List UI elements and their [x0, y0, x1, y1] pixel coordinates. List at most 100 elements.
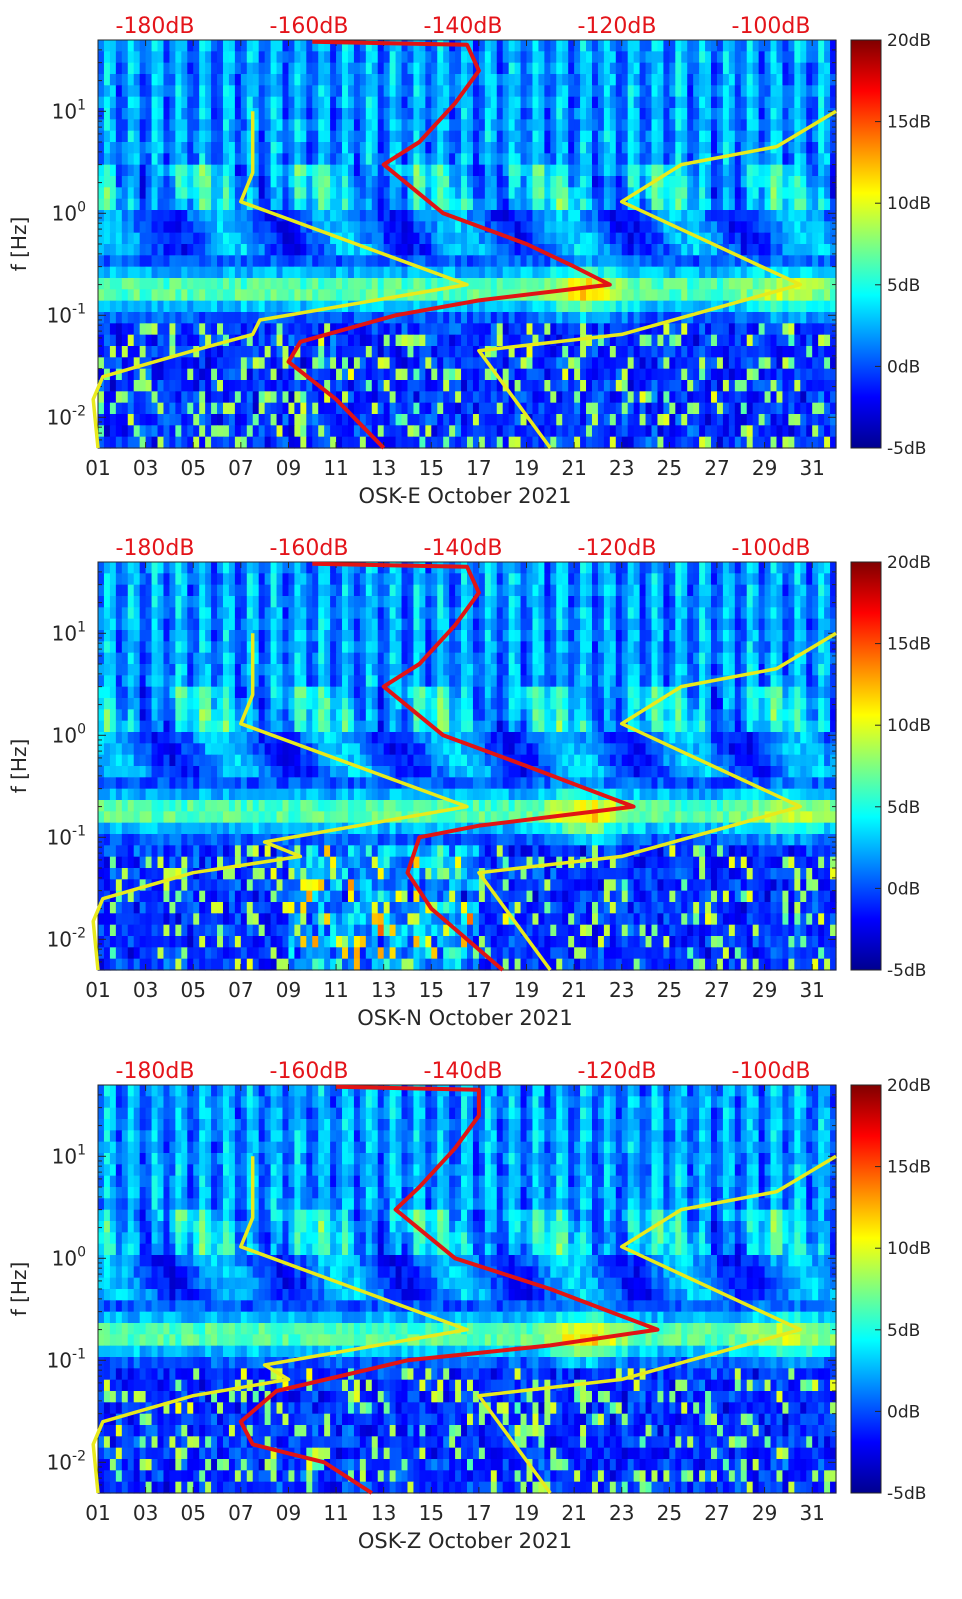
x-tick-label: 09: [276, 456, 301, 480]
x-tick-label: 05: [180, 456, 205, 480]
x-axis-label: OSK-N October 2021: [357, 1006, 573, 1030]
spectrogram-image: [98, 562, 837, 971]
colorbar-tick-label: 5dB: [887, 1321, 920, 1341]
x-axis-label: OSK-E October 2021: [358, 484, 571, 508]
y-tick-label: 101: [52, 1142, 86, 1168]
x-tick-label: 21: [561, 978, 586, 1002]
colorbar-tick-label: 10dB: [887, 716, 931, 736]
colorbar-tick-label: -5dB: [887, 439, 926, 459]
x-tick-label: 15: [419, 978, 444, 1002]
spectrogram-image: [98, 1085, 837, 1494]
x-tick-label: 11: [323, 456, 348, 480]
spectrogram-image: [98, 40, 837, 449]
colorbar-tick-label: -5dB: [887, 961, 926, 981]
x-tick-label: 29: [752, 978, 777, 1002]
panel-osk-z: 01 03 05 07 09 11 13 15 17 19 21 23 25 27 29 31 10-2 10-1…: [7, 1059, 931, 1553]
colorbar-tick-label: 0dB: [887, 879, 920, 899]
colorbar-tick-label: 0dB: [887, 1402, 920, 1422]
y-tick-label: 100: [52, 199, 86, 225]
x-tick-label: 19: [514, 456, 539, 480]
x-tick-label: 05: [180, 978, 205, 1002]
x-tick-label: 17: [466, 1501, 491, 1525]
x-tick-label: 03: [133, 1501, 158, 1525]
colorbar: -5dB 0dB 5dB 10dB 15dB 20dB: [850, 1076, 931, 1504]
x-tick-label: 03: [133, 978, 158, 1002]
x-tick-label: 15: [419, 456, 444, 480]
x-axis-label: OSK-Z October 2021: [358, 1529, 572, 1553]
y-tick-label: 10-1: [47, 1346, 86, 1372]
x-tick-label: 27: [704, 978, 729, 1002]
top-db-tick-label: -160dB: [270, 14, 349, 39]
colorbar-tick-label: 20dB: [887, 31, 931, 51]
x-tick-label: 09: [276, 978, 301, 1002]
top-db-tick-label: -180dB: [116, 536, 195, 561]
colorbar-tick-label: 20dB: [887, 553, 931, 573]
x-tick-label: 21: [561, 1501, 586, 1525]
top-db-tick-label: -120dB: [578, 14, 657, 39]
x-tick-label: 25: [657, 978, 682, 1002]
series-noise-model-high: [477, 1154, 837, 1495]
x-tick-label: 27: [704, 1501, 729, 1525]
colorbar: -5dB 0dB 5dB 10dB 15dB 20dB: [850, 31, 931, 459]
x-tick-label: 29: [752, 456, 777, 480]
colorbar: -5dB 0dB 5dB 10dB 15dB 20dB: [850, 553, 931, 981]
x-tick-label: 13: [371, 978, 396, 1002]
top-db-tick-label: -140dB: [424, 1059, 503, 1084]
x-tick-label: 11: [323, 978, 348, 1002]
y-tick-label: 101: [52, 97, 86, 123]
top-db-tick-label: -160dB: [270, 536, 349, 561]
x-tick-label: 03: [133, 456, 158, 480]
series-noise-model-low: [91, 1156, 469, 1494]
x-tick-label: 01: [85, 978, 110, 1002]
y-tick-label: 10-2: [47, 1448, 86, 1474]
colorbar-tick-label: 15dB: [887, 1158, 931, 1178]
colorbar-tick-label: 5dB: [887, 276, 920, 296]
top-db-tick-label: -160dB: [270, 1059, 349, 1084]
x-tick-label: 31: [799, 1501, 824, 1525]
colorbar-tick-label: 5dB: [887, 798, 920, 818]
series-noise-model-high: [477, 109, 837, 450]
colorbar-tick-label: 10dB: [887, 194, 931, 214]
panel-osk-n: 01 03 05 07 09 11 13 15 17 19 21 23 25 27 29 31 10-2 10-1…: [7, 536, 931, 1030]
top-db-tick-label: -100dB: [732, 14, 811, 39]
x-tick-label: 15: [419, 1501, 444, 1525]
panel-osk-e: 01 03 05 07 09 11 13 15 17 19 21 23 25 27 29 31 10-2 10-1…: [7, 14, 931, 508]
y-axis-label: f [Hz]: [7, 1262, 31, 1317]
series-noise-model-low: [91, 633, 469, 971]
x-tick-label: 01: [85, 1501, 110, 1525]
y-axis-label: f [Hz]: [7, 739, 31, 794]
series-psd-curve: [286, 39, 612, 450]
y-tick-label: 10-2: [47, 403, 86, 429]
y-tick-label: 101: [52, 619, 86, 645]
colorbar-tick-label: 15dB: [887, 635, 931, 655]
x-tick-label: 23: [609, 978, 634, 1002]
x-tick-label: 27: [704, 456, 729, 480]
x-tick-label: 07: [228, 1501, 253, 1525]
x-tick-label: 19: [514, 1501, 539, 1525]
x-tick-label: 25: [657, 1501, 682, 1525]
y-tick-label: 10-2: [47, 925, 86, 951]
y-tick-label: 10-1: [47, 301, 86, 327]
top-db-tick-label: -140dB: [424, 536, 503, 561]
colorbar-tick-label: -5dB: [887, 1484, 926, 1504]
x-tick-label: 23: [609, 456, 634, 480]
top-db-tick-label: -180dB: [116, 1059, 195, 1084]
y-tick-label: 10-1: [47, 823, 86, 849]
x-tick-label: 17: [466, 978, 491, 1002]
top-db-tick-label: -100dB: [732, 1059, 811, 1084]
x-tick-label: 31: [799, 456, 824, 480]
top-db-tick-label: -120dB: [578, 1059, 657, 1084]
x-tick-label: 05: [180, 1501, 205, 1525]
colorbar-tick-label: 20dB: [887, 1076, 931, 1096]
colorbar-tick-label: 10dB: [887, 1239, 931, 1259]
series-noise-model-low: [91, 111, 469, 449]
x-tick-label: 17: [466, 456, 491, 480]
y-tick-label: 100: [52, 721, 86, 747]
top-db-tick-label: -140dB: [424, 14, 503, 39]
x-tick-label: 25: [657, 456, 682, 480]
series-noise-model-high: [477, 631, 837, 972]
y-tick-label: 100: [52, 1244, 86, 1270]
series-psd-curve: [312, 561, 636, 972]
x-tick-label: 31: [799, 978, 824, 1002]
